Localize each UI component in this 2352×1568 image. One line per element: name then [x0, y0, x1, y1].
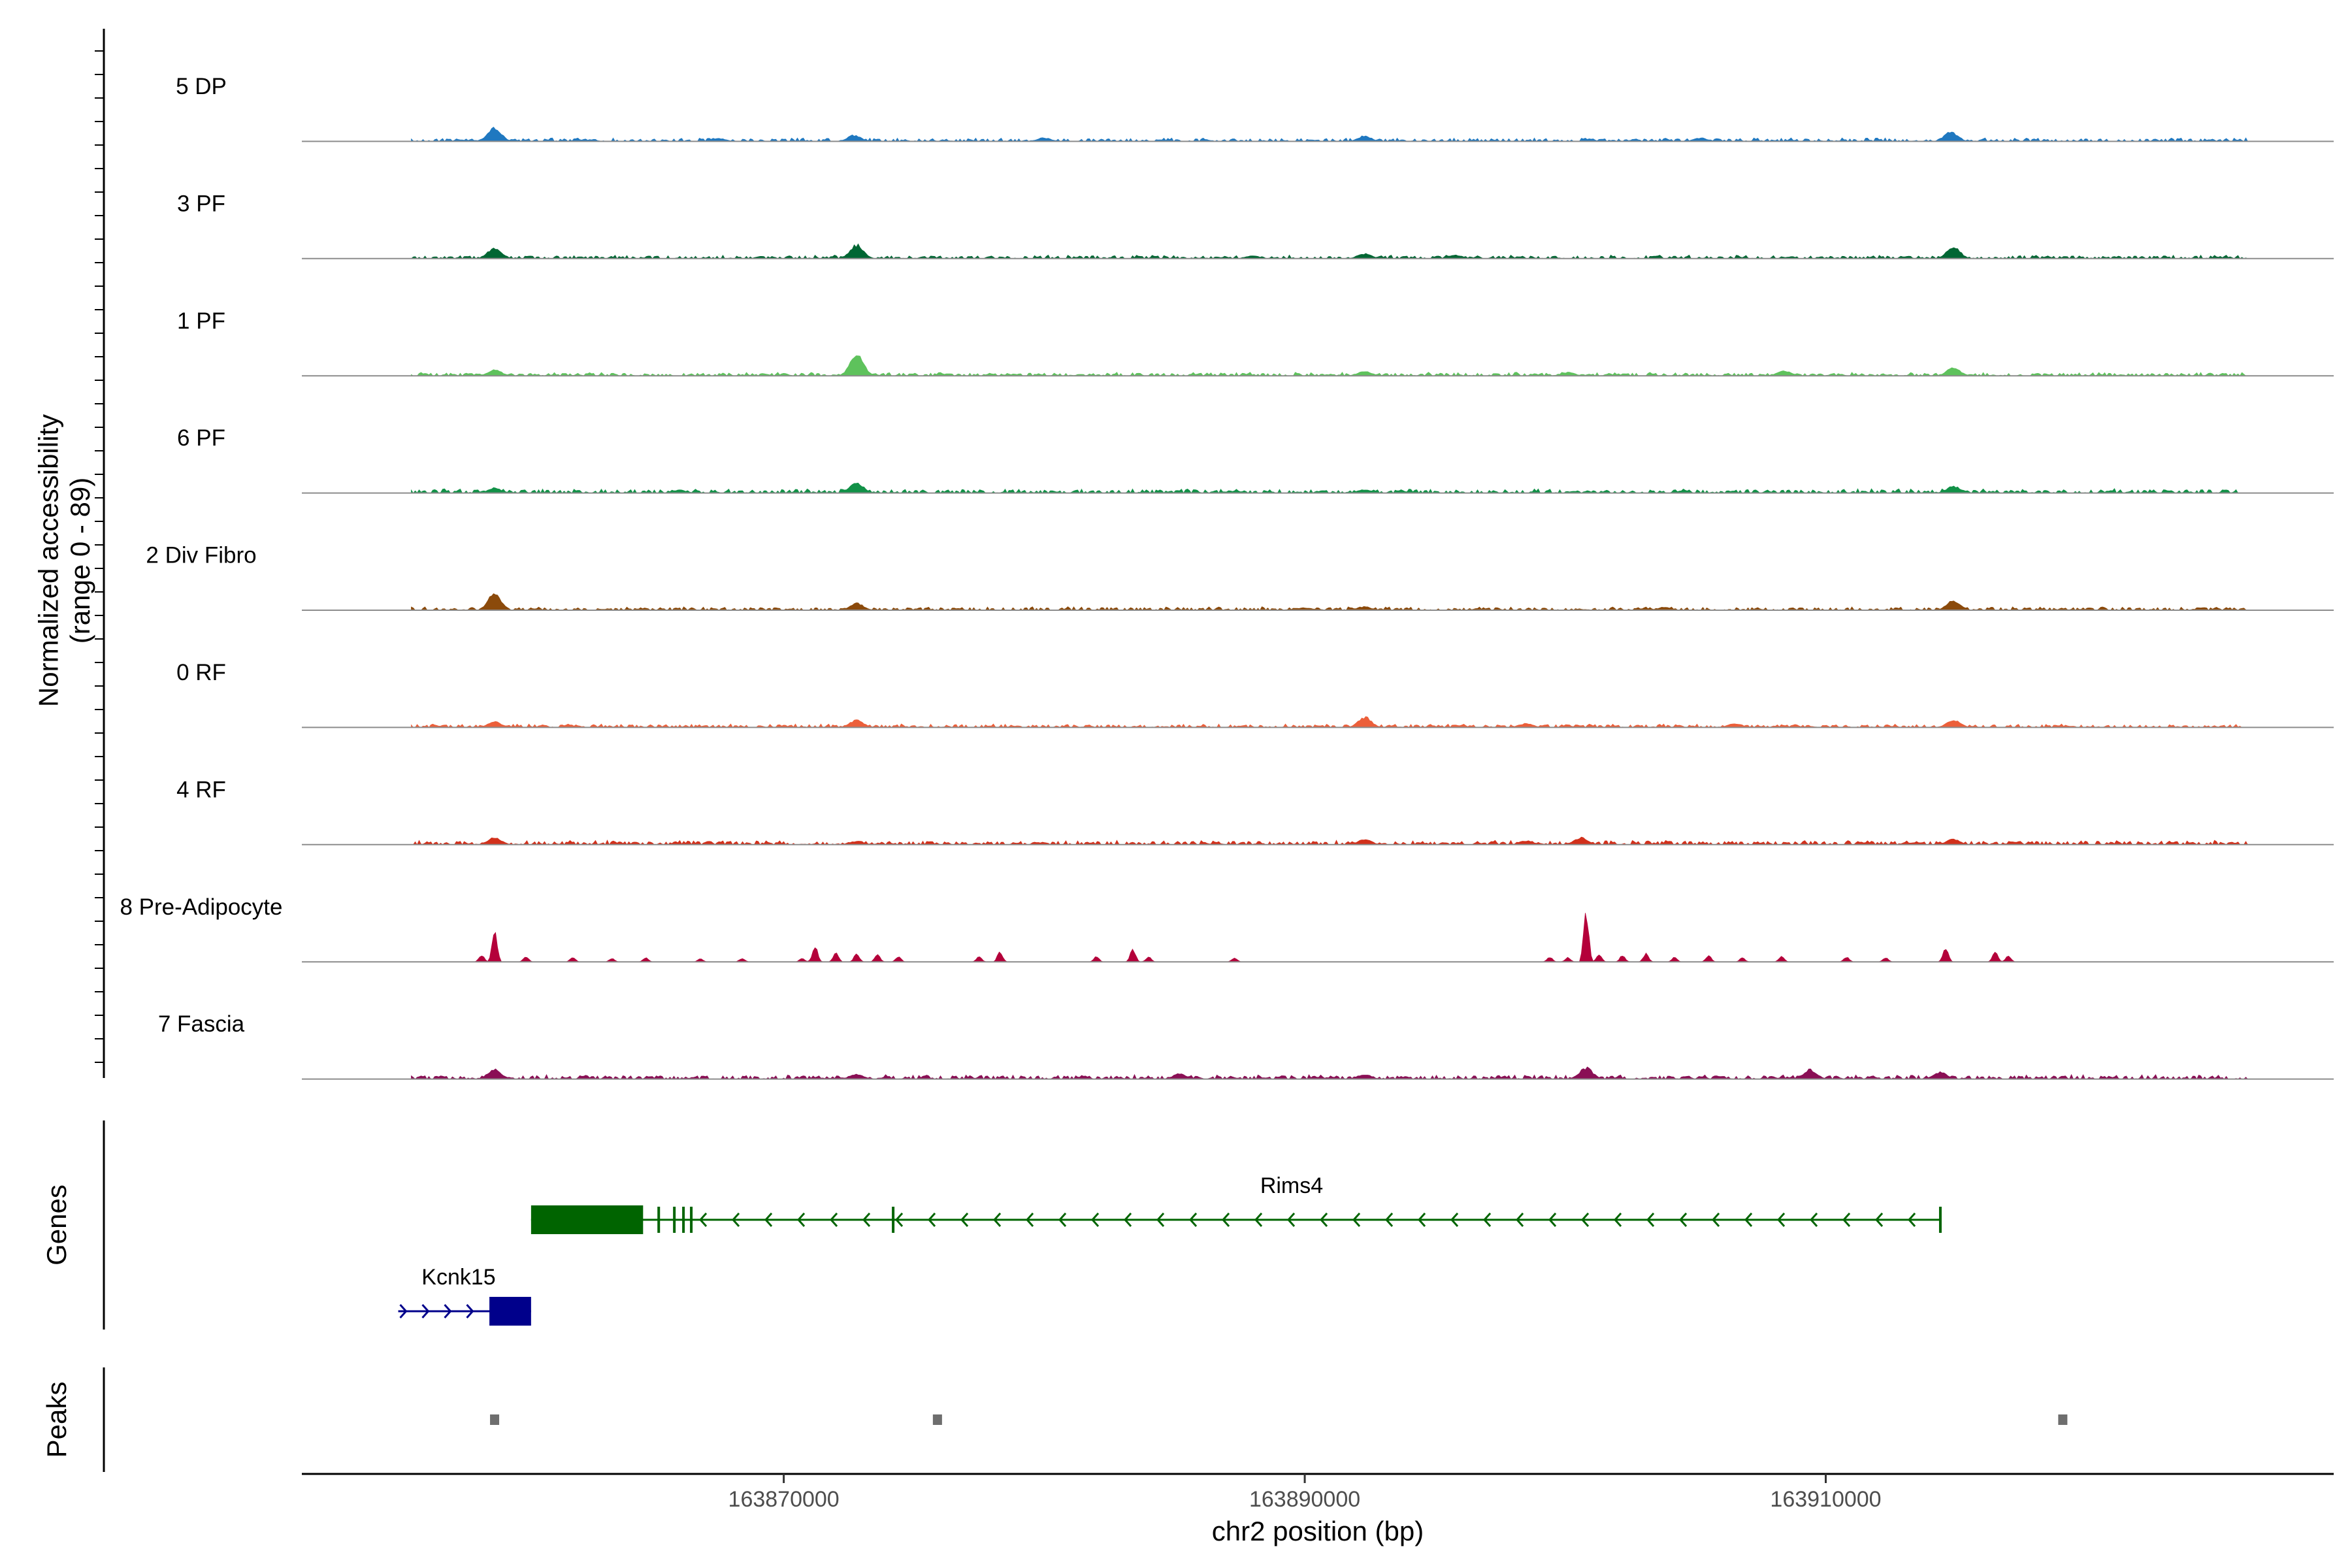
- strand-chevron: [1810, 1212, 1818, 1228]
- strand-chevron: [1058, 1212, 1067, 1228]
- genes-label: Genes: [41, 1184, 72, 1266]
- strand-chevron: [895, 1212, 904, 1228]
- strand-chevron: [732, 1212, 740, 1228]
- strand-chevron: [399, 1303, 408, 1319]
- track-label: 3 PF: [177, 191, 225, 216]
- strand-chevron: [444, 1303, 452, 1319]
- strand-chevron: [1516, 1212, 1524, 1228]
- strand-chevron: [1254, 1212, 1263, 1228]
- coverage-y-axis-label: Normalized accessibility(range 0 - 89): [33, 414, 95, 707]
- track-4-rf: 4 RF: [176, 777, 2334, 845]
- strand-chevron: [764, 1212, 773, 1228]
- strand-chevron: [928, 1212, 936, 1228]
- track-label: 7 Fascia: [158, 1011, 245, 1037]
- peak-markers: [490, 1414, 2068, 1425]
- strand-chevron: [960, 1212, 969, 1228]
- strand-chevron: [1614, 1212, 1622, 1228]
- track-5-dp: 5 DP: [176, 74, 2334, 142]
- track-6-pf: 6 PF: [177, 425, 2334, 494]
- coverage-y-ticks: [95, 50, 104, 1063]
- coverage-signal: [411, 127, 2249, 142]
- coverage-signal: [411, 716, 2248, 728]
- strand-chevron: [1450, 1212, 1459, 1228]
- track-label: 8 Pre-Adipocyte: [120, 894, 282, 920]
- strand-chevron: [1287, 1212, 1296, 1228]
- x-tick-label: 163870000: [728, 1487, 840, 1512]
- gene-exon: [531, 1205, 644, 1234]
- strand-chevron: [1581, 1212, 1590, 1228]
- strand-chevron: [1026, 1212, 1034, 1228]
- strand-chevron: [862, 1212, 871, 1228]
- strand-chevron: [1189, 1212, 1198, 1228]
- peak-marker: [2058, 1414, 2068, 1425]
- strand-chevron: [1777, 1212, 1786, 1228]
- track-label: 0 RF: [176, 660, 226, 685]
- track-0-rf: 0 RF: [176, 660, 2334, 728]
- strand-chevron: [1646, 1212, 1655, 1228]
- coverage-tracks: 5 DP 3 PF 1 PF 6 PF 2 Div Fibro 0 RF 4 RF 8 Pre…: [120, 74, 2334, 1080]
- strand-chevron: [1842, 1212, 1851, 1228]
- peaks-label: Peaks: [41, 1382, 72, 1458]
- coverage-signal: [410, 243, 2248, 259]
- x-ticks: 163870000 163890000 163910000: [728, 1474, 1882, 1512]
- strand-chevron: [1124, 1212, 1132, 1228]
- gene-exon: [489, 1297, 531, 1326]
- x-tick-label: 163890000: [1249, 1487, 1360, 1512]
- strand-chevron: [1418, 1212, 1426, 1228]
- strand-chevron: [1548, 1212, 1557, 1228]
- strand-chevron: [421, 1303, 430, 1319]
- x-tick-label: 163910000: [1770, 1487, 1881, 1512]
- track-3-pf: 3 PF: [177, 191, 2334, 259]
- gene-rims4: Rims4: [531, 1173, 1942, 1234]
- strand-chevron: [1352, 1212, 1361, 1228]
- gene-label: Kcnk15: [421, 1265, 495, 1290]
- strand-chevron: [1385, 1212, 1394, 1228]
- track-2-div-fibro: 2 Div Fibro: [146, 543, 2334, 611]
- track-label: 4 RF: [176, 777, 226, 802]
- strand-chevron: [1222, 1212, 1230, 1228]
- coverage-signal: [411, 836, 2249, 845]
- strand-chevron: [1320, 1212, 1328, 1228]
- peak-marker: [490, 1414, 500, 1425]
- peak-marker: [932, 1414, 942, 1425]
- strand-chevron: [1679, 1212, 1688, 1228]
- track-label: 5 DP: [176, 74, 227, 99]
- strand-chevron: [797, 1212, 806, 1228]
- coverage-signal: [411, 913, 2248, 962]
- strand-chevron: [1875, 1212, 1884, 1228]
- track-label: 6 PF: [177, 425, 225, 451]
- track-8-pre-adipocyte: 8 Pre-Adipocyte: [120, 894, 2334, 963]
- coverage-signal: [411, 355, 2248, 376]
- strand-chevron: [699, 1212, 708, 1228]
- strand-chevron: [1744, 1212, 1753, 1228]
- strand-chevron: [993, 1212, 1002, 1228]
- gene-annotations: Rims4 Kcnk15: [398, 1173, 1942, 1326]
- strand-chevron: [1483, 1212, 1492, 1228]
- strand-chevron: [1712, 1212, 1720, 1228]
- strand-chevron: [1091, 1212, 1100, 1228]
- strand-chevron: [830, 1212, 838, 1228]
- track-1-pf: 1 PF: [177, 308, 2334, 377]
- gene-label: Rims4: [1260, 1173, 1323, 1198]
- coverage-signal: [411, 1066, 2249, 1080]
- track-7-fascia: 7 Fascia: [158, 1011, 2334, 1080]
- track-label: 2 Div Fibro: [146, 543, 256, 568]
- strand-chevron: [1908, 1212, 1916, 1228]
- strand-chevron: [1156, 1212, 1165, 1228]
- strand-chevron: [466, 1303, 474, 1319]
- track-label: 1 PF: [177, 308, 225, 334]
- coverage-signal: [411, 482, 2248, 494]
- gene-kcnk15: Kcnk15: [398, 1265, 531, 1326]
- coverage-signal: [411, 593, 2248, 611]
- x-axis-label: chr2 position (bp): [1212, 1516, 1424, 1546]
